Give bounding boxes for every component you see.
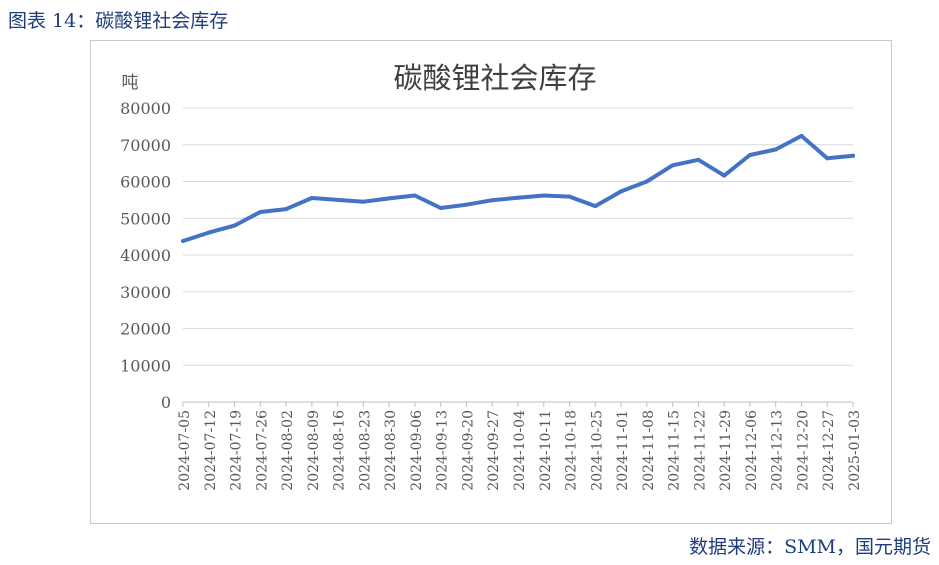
data-point [181, 239, 185, 244]
x-tick-label: 2024-07-05 [177, 410, 193, 491]
y-axis-unit-label: 吨 [122, 73, 139, 93]
y-tick-label: 40000 [120, 246, 171, 265]
x-axis [182, 401, 854, 407]
x-tick-label: 2024-08-09 [306, 410, 322, 491]
x-tick-label: 2024-12-06 [744, 410, 760, 491]
x-tick-label: 2024-10-11 [538, 410, 554, 491]
data-point [516, 195, 520, 200]
data-point [464, 202, 469, 207]
data-point [722, 173, 727, 178]
source-note: 数据来源：SMM，国元期货 [689, 536, 931, 558]
data-point [284, 207, 289, 212]
x-tick-label: 2024-09-06 [409, 410, 425, 491]
data-point [567, 194, 572, 199]
x-tick-label: 2024-12-20 [795, 410, 811, 491]
x-tick-label: 2024-10-18 [564, 410, 580, 491]
x-tick-label: 2024-11-29 [718, 410, 734, 491]
x-tick-label: 2024-07-19 [229, 410, 245, 491]
x-tick-label: 2024-08-16 [332, 410, 348, 491]
x-tick-label: 2024-09-20 [460, 410, 476, 491]
data-point [696, 157, 701, 162]
y-tick-label: 20000 [120, 320, 171, 339]
data-point [206, 230, 211, 235]
x-axis-tick-labels: 2024-07-05 2024-07-12 2024-07-19 2024-07-26… [177, 410, 863, 491]
data-point [309, 196, 314, 201]
x-tick-label: 2024-07-26 [254, 410, 270, 491]
data-point [670, 163, 675, 168]
y-tick-label: 10000 [120, 356, 171, 375]
y-tick-label: 30000 [120, 283, 171, 302]
x-tick-label: 2024-10-04 [512, 410, 528, 491]
figure-caption: 图表 14：碳酸锂社会库存 [8, 10, 229, 32]
x-tick-label: 2024-12-27 [821, 410, 837, 491]
x-tick-label: 2024-11-22 [692, 410, 708, 491]
data-point [232, 223, 237, 228]
x-tick-label: 2024-09-27 [486, 410, 502, 491]
chart-title: 碳酸锂社会库存 [393, 61, 596, 95]
x-tick-label: 2024-08-30 [383, 410, 399, 491]
data-point [412, 193, 417, 198]
y-tick-label: 60000 [120, 173, 171, 192]
chart-frame [90, 40, 892, 524]
x-tick-label: 2024-12-13 [770, 410, 786, 491]
data-point [799, 133, 804, 138]
data-point [825, 156, 830, 161]
data-point [851, 153, 855, 158]
x-tick-label: 2024-08-02 [280, 410, 296, 491]
data-point [335, 197, 340, 202]
y-tick-label: 0 [161, 393, 171, 412]
x-tick-label: 2024-10-25 [589, 410, 605, 491]
x-tick-label: 2024-08-23 [357, 410, 373, 491]
data-point [541, 193, 546, 198]
x-tick-label: 2024-11-15 [667, 410, 683, 491]
series-lines [181, 133, 855, 244]
x-tick-label: 2025-01-03 [847, 410, 863, 491]
x-tick-label: 2024-11-01 [615, 410, 631, 491]
x-tick-label: 2024-07-12 [203, 410, 219, 491]
data-point [593, 204, 598, 209]
y-tick-label: 80000 [120, 99, 171, 118]
y-tick-label: 70000 [120, 136, 171, 155]
data-point [644, 179, 649, 184]
x-tick-label: 2024-11-08 [641, 410, 657, 491]
y-tick-label: 50000 [120, 209, 171, 228]
data-point [258, 210, 263, 215]
data-point [361, 199, 366, 204]
data-point [619, 189, 624, 194]
data-point [387, 196, 392, 201]
data-point [490, 198, 495, 203]
gridlines [183, 107, 853, 366]
data-point [773, 147, 778, 152]
x-tick-label: 2024-09-13 [435, 410, 451, 491]
y-axis-tick-labels: 0 10000 20000 30000 40000 50000 60000 70000 8000… [120, 99, 171, 412]
data-point [438, 205, 443, 210]
series-line [181, 133, 855, 243]
data-point [747, 153, 752, 158]
